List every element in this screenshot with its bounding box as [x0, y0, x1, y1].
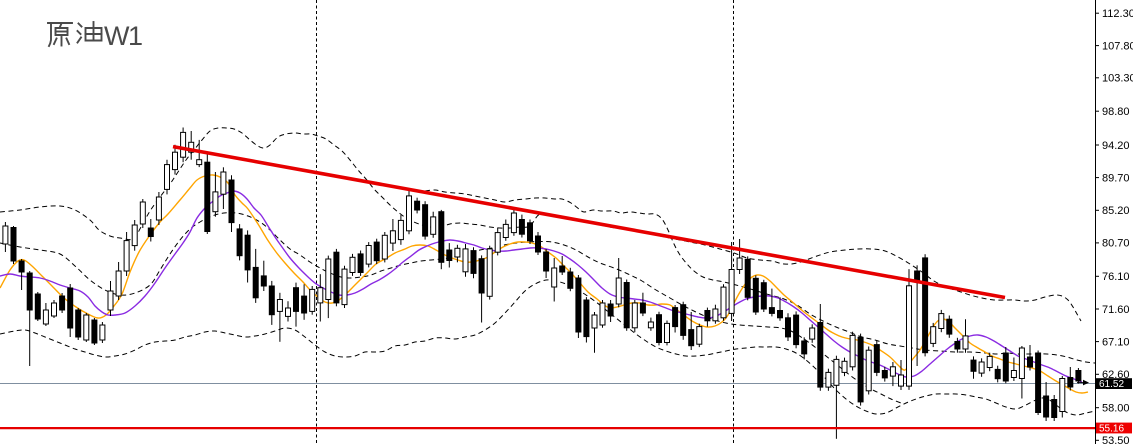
svg-text:112.30: 112.30	[1102, 8, 1133, 20]
svg-text:103.30: 103.30	[1102, 73, 1133, 85]
svg-text:67.10: 67.10	[1102, 336, 1130, 348]
svg-text:62.60: 62.60	[1102, 369, 1130, 381]
svg-text:53.50: 53.50	[1102, 435, 1130, 444]
svg-text:71.60: 71.60	[1102, 304, 1130, 316]
svg-text:80.70: 80.70	[1102, 238, 1130, 250]
svg-text:98.80: 98.80	[1102, 106, 1130, 118]
svg-text:76.10: 76.10	[1102, 271, 1130, 283]
svg-text:89.70: 89.70	[1102, 172, 1130, 184]
svg-text:94.20: 94.20	[1102, 140, 1130, 152]
svg-text:W1: W1	[104, 21, 142, 51]
svg-text:85.20: 85.20	[1102, 205, 1130, 217]
svg-text:107.80: 107.80	[1102, 40, 1133, 52]
svg-text:58.00: 58.00	[1102, 403, 1130, 415]
svg-text:61.52: 61.52	[1099, 379, 1124, 390]
svg-text:55.16: 55.16	[1099, 424, 1124, 435]
